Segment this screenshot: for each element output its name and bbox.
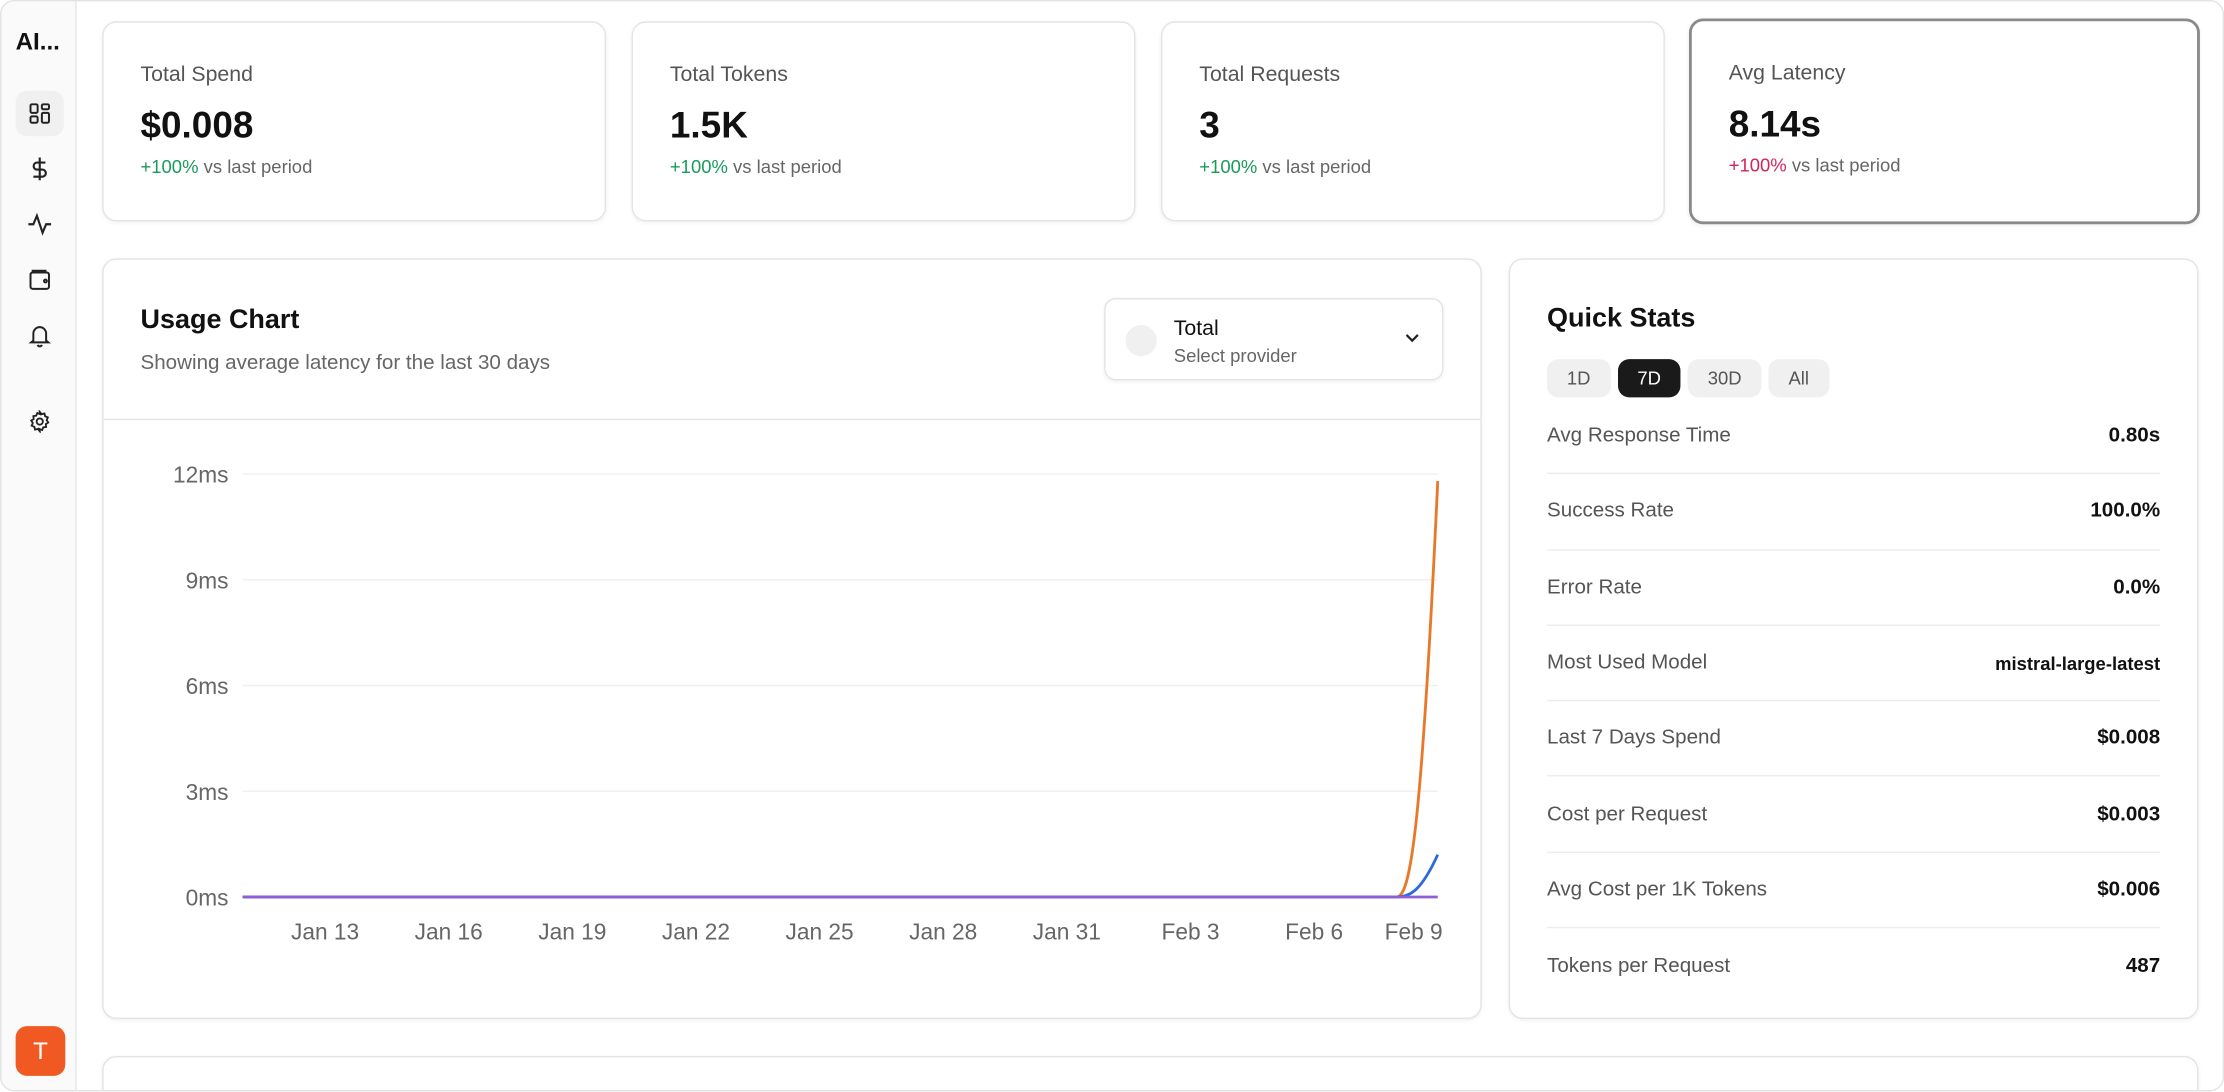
x-tick-label: Jan 31 (1033, 919, 1101, 945)
stat-label: Total Requests (1199, 62, 1341, 87)
quick-stats-card: Quick Stats 1D 7D 30D All Avg Response T… (1508, 258, 2199, 1020)
quick-stat-label: Cost per Request (1547, 802, 1708, 826)
quick-stat-row: Tokens per Request 487 (1547, 928, 2160, 1004)
x-tick-label: Feb 3 (1161, 919, 1219, 945)
quick-stats-title: Quick Stats (1547, 303, 1696, 334)
quick-stat-row: Success Rate 100.0% (1547, 474, 2161, 551)
quick-stat-value: 100.0% (2090, 500, 2161, 523)
stat-change: +100% (140, 156, 199, 178)
stat-card-total-requests[interactable]: Total Requests 3 +100% vs last period (1160, 21, 1665, 222)
nav-alerts[interactable] (16, 312, 64, 357)
quick-stat-row: Avg Cost per 1K Tokens $0.006 (1547, 853, 2161, 929)
stat-change: +100% (1728, 154, 1787, 176)
stat-value: 1.5K (669, 103, 748, 147)
x-tick-label: Jan 22 (662, 919, 730, 945)
stat-change: +100% (669, 156, 728, 178)
stat-card-avg-latency[interactable]: Avg Latency 8.14s +100% vs last period (1688, 18, 2200, 225)
quick-stat-value: 0.0% (2113, 575, 2161, 599)
stat-change-suffix: vs last period (733, 156, 842, 178)
stat-value: 3 (1199, 103, 1220, 147)
quick-stat-value: $0.008 (2097, 727, 2161, 750)
stat-change-suffix: vs last period (1262, 156, 1372, 178)
usage-chart-subtitle: Showing average latency for the last 30 … (140, 351, 551, 375)
provider-placeholder: Select provider (1173, 344, 1297, 367)
provider-logo-icon (1125, 325, 1157, 357)
quick-stat-label: Last 7 Days Spend (1547, 727, 1721, 750)
x-tick-label: Jan 28 (909, 919, 977, 945)
usage-chart-card: Usage Chart Showing average latency for … (102, 258, 1482, 1020)
quick-stat-row: Error Rate 0.0% (1547, 550, 2161, 626)
quick-stat-label: Avg Cost per 1K Tokens (1547, 878, 1768, 902)
dashboard-icon (29, 103, 50, 124)
usage-line-chart: 0ms 3ms 6ms 9ms 12ms Jan 13 Jan 16 Jan 19 Jan 22… (173, 462, 1443, 945)
stat-change: +100% (1199, 156, 1258, 178)
gear-icon (29, 410, 50, 433)
stat-label: Total Tokens (669, 62, 788, 87)
quick-stat-row: Most Used Model mistral-large-latest (1547, 626, 2161, 702)
stat-value: $0.008 (140, 103, 254, 147)
nav-spend[interactable] (16, 146, 64, 191)
provider-value: Total (1173, 316, 1219, 341)
bell-icon (28, 325, 52, 347)
quick-stat-row: Last 7 Days Spend $0.008 (1547, 701, 2161, 778)
quick-stat-label: Success Rate (1547, 500, 1675, 523)
series-line-1 (242, 854, 1440, 899)
tab-7d[interactable]: 7D (1617, 359, 1681, 398)
quick-stat-row: Cost per Request $0.003 (1547, 777, 2161, 853)
divider (103, 418, 1481, 421)
tab-30d[interactable]: 30D (1687, 359, 1762, 398)
series-line-0 (242, 481, 1440, 899)
x-tick-label: Jan 25 (786, 919, 854, 945)
x-tick-label: Jan 13 (291, 919, 359, 945)
quick-stat-value: $0.006 (2097, 878, 2161, 902)
provider-select[interactable]: Total Select provider (1104, 298, 1444, 381)
quick-stat-value: mistral-large-latest (1995, 652, 2161, 674)
y-tick-label: 0ms (186, 885, 229, 911)
wallet-icon (29, 269, 50, 290)
quick-stat-label: Tokens per Request (1547, 954, 1731, 978)
x-tick-label: Feb 6 (1285, 919, 1343, 945)
nav-settings[interactable] (16, 399, 64, 444)
range-tabs: 1D 7D 30D All (1547, 359, 1829, 398)
quick-stat-row: Avg Response Time 0.80s (1547, 399, 2161, 475)
nav-wallet[interactable] (16, 257, 64, 302)
quick-stat-label: Avg Response Time (1547, 424, 1731, 448)
y-tick-label: 3ms (186, 779, 229, 805)
stat-change-suffix: vs last period (203, 156, 313, 178)
bottom-card (102, 1055, 2199, 1091)
quick-stats-list: Avg Response Time 0.80s Success Rate 100.0%… (1547, 399, 2161, 1004)
sidebar: AI... T (1, 1, 77, 1091)
quick-stat-value: 487 (2125, 954, 2161, 978)
y-tick-label: 6ms (186, 673, 229, 699)
stat-value: 8.14s (1728, 102, 1822, 145)
chevron-down-icon (1405, 334, 1419, 343)
brand-name: AI... (15, 28, 60, 56)
stat-label: Avg Latency (1728, 61, 1846, 86)
nav-activity[interactable] (16, 202, 64, 247)
quick-stat-value: $0.003 (2097, 802, 2161, 826)
stat-card-total-tokens[interactable]: Total Tokens 1.5K +100% vs last period (631, 21, 1136, 222)
x-tick-label: Jan 16 (415, 919, 483, 945)
quick-stat-label: Error Rate (1547, 575, 1642, 599)
main-content: Total Spend $0.008 +100% vs last period … (76, 1, 2223, 1091)
nav-dashboard[interactable] (15, 90, 64, 137)
y-tick-label: 12ms (173, 462, 228, 488)
y-tick-label: 9ms (186, 567, 229, 593)
avatar[interactable]: T (15, 1026, 66, 1076)
stat-card-total-spend[interactable]: Total Spend $0.008 +100% vs last period (102, 21, 607, 222)
x-tick-label: Jan 19 (538, 919, 606, 945)
stat-change-suffix: vs last period (1791, 154, 1901, 176)
dollar-icon (32, 157, 47, 181)
quick-stat-value: 0.80s (2108, 424, 2161, 448)
tab-all[interactable]: All (1768, 359, 1829, 398)
quick-stat-label: Most Used Model (1547, 651, 1708, 675)
usage-chart-title: Usage Chart (140, 305, 300, 335)
activity-icon (28, 212, 52, 236)
tab-1d[interactable]: 1D (1547, 359, 1611, 398)
x-tick-label: Feb 9 (1385, 919, 1443, 945)
stat-label: Total Spend (140, 62, 253, 87)
